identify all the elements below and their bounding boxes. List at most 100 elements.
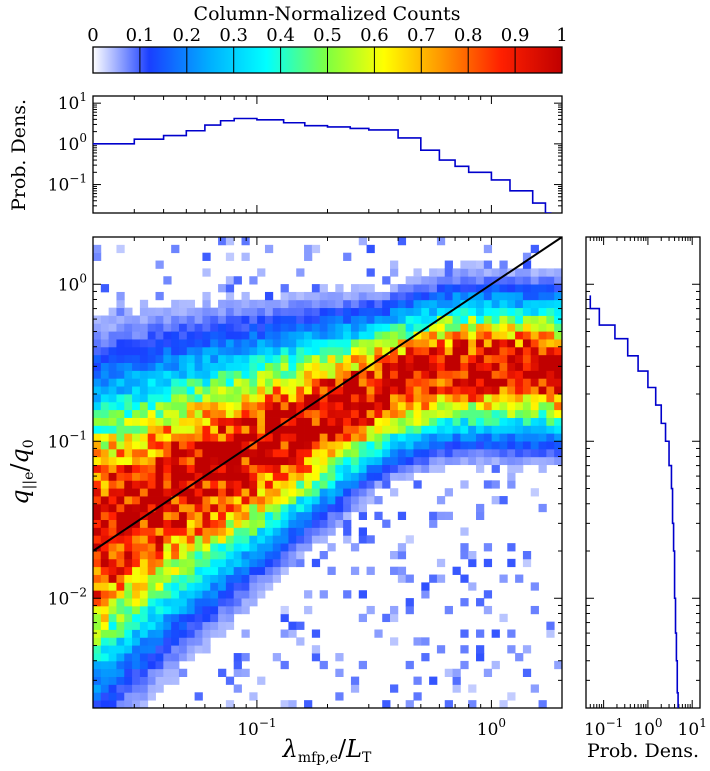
heatmap-cell: [132, 315, 141, 324]
heatmap-cell: [280, 307, 289, 316]
heatmap-cell: [124, 511, 133, 520]
heatmap-cell: [100, 496, 110, 505]
heatmap-cell: [304, 386, 313, 395]
heatmap-cell: [100, 511, 110, 520]
heatmap-cell: [538, 394, 547, 403]
heatmap-cell: [147, 613, 156, 623]
heatmap-cell: [178, 448, 188, 458]
heatmap-cell: [100, 386, 110, 395]
heatmap-cell: [132, 590, 141, 599]
heatmap-cell: [382, 464, 391, 473]
heatmap-cell: [460, 441, 469, 450]
heatmap-cell: [108, 684, 117, 693]
heatmap-cell: [116, 331, 125, 340]
heatmap-cell: [350, 503, 360, 513]
heatmap-cell: [390, 378, 399, 387]
heatmap-cell: [249, 362, 258, 371]
heatmap-cell: [311, 464, 321, 473]
heatmap-cell: [491, 284, 500, 293]
heatmap-cell: [421, 425, 430, 434]
heatmap-cell: [507, 276, 516, 285]
heatmap-cell: [210, 551, 219, 560]
heatmap-cell: [554, 401, 562, 411]
heatmap-cell: [155, 535, 164, 544]
heatmap-cell: [249, 519, 258, 528]
heatmap-cell: [171, 511, 180, 520]
heatmap-cell: [468, 284, 477, 293]
heatmap-cell: [210, 613, 219, 623]
heatmap-cell: [132, 425, 141, 434]
heatmap-cell: [304, 331, 313, 340]
heatmap-cell: [218, 582, 227, 591]
heatmap-cell: [429, 464, 438, 473]
heatmap-cell: [554, 299, 562, 309]
right-histogram-xlabel: Prob. Dens.: [587, 740, 699, 762]
heatmap-cell: [280, 441, 289, 450]
heatmap-cell: [421, 409, 430, 418]
heatmap-cell: [327, 315, 336, 324]
heatmap-cell: [366, 323, 375, 332]
heatmap-cell: [429, 276, 438, 285]
heatmap-cell: [546, 339, 555, 348]
heatmap-cell: [296, 378, 305, 387]
heatmap-cell: [491, 433, 500, 442]
heatmap-cell: [483, 448, 493, 458]
heatmap-cell: [233, 527, 242, 536]
heatmap-cell: [335, 370, 344, 379]
heatmap-cell: [343, 323, 352, 332]
heatmap-cell: [507, 543, 516, 552]
heatmap-cell: [405, 433, 414, 442]
heatmap-cell: [139, 456, 149, 466]
heatmap-cell: [225, 676, 235, 685]
heatmap-cell: [116, 590, 125, 599]
heatmap-cell: [374, 441, 383, 450]
heatmap-cell: [249, 496, 258, 505]
heatmap-cell: [108, 558, 117, 568]
heatmap-cell: [272, 386, 281, 395]
heatmap-cell: [335, 339, 344, 348]
heatmap-cell: [390, 488, 399, 497]
heatmap-cell: [218, 339, 227, 348]
heatmap-cell: [225, 441, 235, 450]
heatmap-cell: [218, 590, 227, 599]
heatmap-cell: [476, 456, 485, 466]
heatmap-cell: [93, 425, 102, 434]
heatmap-cell: [257, 543, 266, 552]
heatmap-cell: [100, 433, 110, 442]
heatmap-cell: [108, 464, 117, 473]
heatmap-cell: [225, 503, 235, 513]
heatmap-cell: [374, 307, 383, 316]
heatmap-cell: [202, 480, 211, 489]
heatmap-cell: [483, 307, 493, 316]
heatmap-cell: [460, 448, 469, 458]
heatmap-cell: [186, 401, 196, 411]
heatmap-cell: [241, 362, 250, 371]
reference-line: [93, 237, 562, 552]
heatmap-cell: [538, 299, 547, 309]
heatmap-cell: [311, 394, 321, 403]
heatmap-cell: [491, 456, 500, 466]
heatmap-cell: [257, 574, 266, 583]
heatmap-cell: [499, 284, 508, 293]
heatmap-cell: [452, 370, 461, 379]
heatmap-cell: [343, 464, 352, 473]
heatmap-cell: [507, 284, 516, 293]
heatmap-cell: [515, 409, 524, 418]
heatmap-cell: [155, 574, 164, 583]
heatmap-cell: [93, 629, 102, 638]
heatmap-cell: [147, 409, 156, 418]
heatmap-cell: [436, 346, 446, 356]
heatmap-cell: [499, 260, 508, 269]
heatmap-cell: [327, 307, 336, 316]
heatmap-cell: [327, 441, 336, 450]
heatmap-cell: [147, 645, 156, 654]
heatmap-cell: [257, 331, 266, 340]
heatmap-cell: [522, 315, 532, 324]
heatmap-cell: [147, 605, 156, 615]
heatmap-cell: [93, 464, 102, 473]
heatmap-cell: [343, 488, 352, 497]
heatmap-cell: [108, 543, 117, 552]
heatmap-cell: [139, 409, 149, 418]
heatmap-cell: [139, 394, 149, 403]
heatmap-cell: [343, 378, 352, 387]
